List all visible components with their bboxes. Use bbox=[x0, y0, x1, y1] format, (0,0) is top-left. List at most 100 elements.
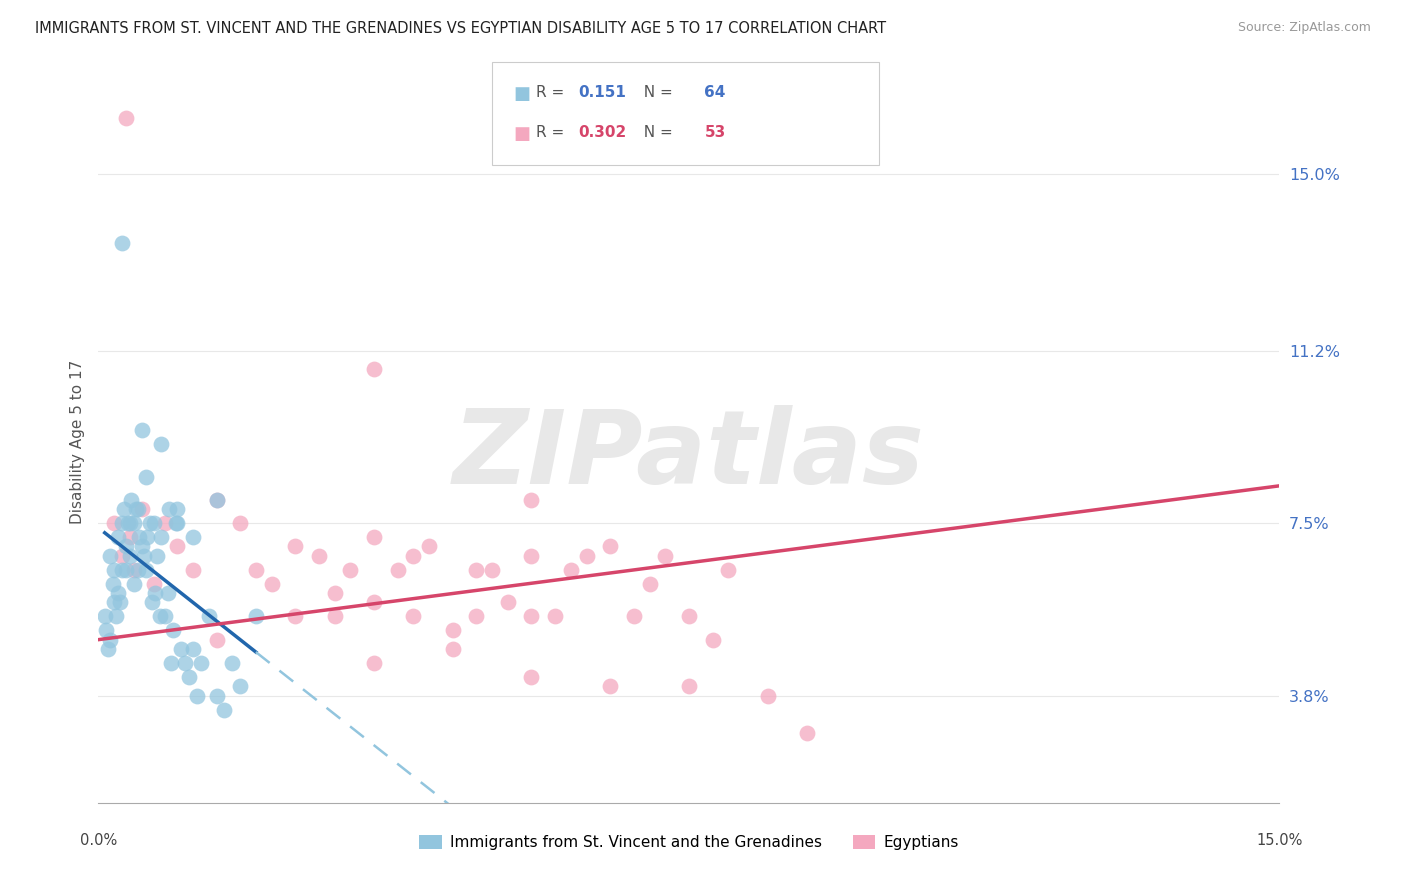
Text: ZIPatlas: ZIPatlas bbox=[453, 406, 925, 507]
Point bbox=[166, 540, 188, 554]
Point bbox=[121, 492, 143, 507]
Point bbox=[520, 670, 543, 684]
Point bbox=[496, 595, 519, 609]
Point bbox=[221, 656, 243, 670]
Text: N =: N = bbox=[634, 125, 678, 140]
Point bbox=[544, 609, 567, 624]
Point bbox=[284, 540, 307, 554]
Point bbox=[155, 609, 177, 624]
Point bbox=[142, 576, 165, 591]
Point bbox=[520, 492, 543, 507]
Text: IMMIGRANTS FROM ST. VINCENT AND THE GRENADINES VS EGYPTIAN DISABILITY AGE 5 TO 1: IMMIGRANTS FROM ST. VINCENT AND THE GREN… bbox=[35, 21, 886, 36]
Point bbox=[157, 502, 180, 516]
Point bbox=[418, 540, 440, 554]
Point bbox=[402, 609, 425, 624]
Point bbox=[150, 530, 173, 544]
Point bbox=[98, 549, 121, 563]
Point bbox=[111, 549, 134, 563]
Point bbox=[125, 502, 148, 516]
Point bbox=[118, 530, 141, 544]
Point bbox=[717, 563, 740, 577]
Legend: Immigrants from St. Vincent and the Grenadines, Egyptians: Immigrants from St. Vincent and the Gren… bbox=[413, 830, 965, 856]
Point bbox=[214, 702, 236, 716]
Point bbox=[135, 563, 157, 577]
Point bbox=[103, 563, 125, 577]
Text: ■: ■ bbox=[513, 85, 530, 103]
Point bbox=[363, 362, 385, 376]
Point bbox=[229, 679, 252, 693]
Text: 0.302: 0.302 bbox=[578, 125, 626, 140]
Point bbox=[115, 111, 138, 125]
Point bbox=[110, 595, 132, 609]
Point bbox=[136, 530, 159, 544]
Point bbox=[118, 516, 141, 530]
Text: N =: N = bbox=[634, 85, 678, 100]
Point bbox=[115, 563, 138, 577]
Point bbox=[441, 642, 464, 657]
Point bbox=[181, 563, 204, 577]
Point bbox=[260, 576, 283, 591]
Text: 15.0%: 15.0% bbox=[1257, 833, 1302, 848]
Point bbox=[481, 563, 503, 577]
Point bbox=[575, 549, 598, 563]
Point bbox=[520, 609, 543, 624]
Text: R =: R = bbox=[536, 85, 569, 100]
Point bbox=[796, 726, 818, 740]
Point bbox=[165, 516, 187, 530]
Point bbox=[181, 642, 204, 657]
Point bbox=[101, 576, 124, 591]
Text: ■: ■ bbox=[513, 125, 530, 143]
Point bbox=[150, 437, 173, 451]
Point bbox=[186, 689, 208, 703]
Point bbox=[103, 595, 125, 609]
Point bbox=[181, 530, 204, 544]
Point bbox=[103, 516, 125, 530]
Point bbox=[520, 549, 543, 563]
Point bbox=[117, 516, 139, 530]
Point bbox=[115, 540, 138, 554]
Point bbox=[127, 563, 149, 577]
Point bbox=[465, 609, 488, 624]
Point bbox=[190, 656, 212, 670]
Text: 0.0%: 0.0% bbox=[80, 833, 117, 848]
Point bbox=[98, 632, 121, 647]
Point bbox=[155, 516, 177, 530]
Point bbox=[678, 679, 700, 693]
Point bbox=[132, 549, 155, 563]
Text: R =: R = bbox=[536, 125, 569, 140]
Point bbox=[160, 656, 183, 670]
Point bbox=[118, 549, 141, 563]
Point bbox=[143, 586, 166, 600]
Point bbox=[756, 689, 779, 703]
Point bbox=[142, 516, 165, 530]
Text: 64: 64 bbox=[704, 85, 725, 100]
Point bbox=[465, 563, 488, 577]
Point bbox=[138, 516, 160, 530]
Point bbox=[111, 563, 134, 577]
Point bbox=[284, 609, 307, 624]
Text: 53: 53 bbox=[704, 125, 725, 140]
Point bbox=[131, 540, 153, 554]
Point bbox=[174, 656, 197, 670]
Point bbox=[107, 586, 129, 600]
Point bbox=[197, 609, 219, 624]
Point bbox=[363, 656, 385, 670]
Point bbox=[245, 609, 267, 624]
Point bbox=[97, 642, 120, 657]
Point bbox=[104, 609, 127, 624]
Point bbox=[308, 549, 330, 563]
Point bbox=[339, 563, 361, 577]
Point bbox=[127, 502, 149, 516]
Point bbox=[170, 642, 193, 657]
Point bbox=[599, 540, 621, 554]
Point bbox=[323, 609, 346, 624]
Point bbox=[702, 632, 724, 647]
Point bbox=[166, 516, 188, 530]
Point bbox=[131, 502, 153, 516]
Point bbox=[229, 516, 252, 530]
Point bbox=[205, 632, 228, 647]
Point bbox=[107, 530, 129, 544]
Point bbox=[128, 530, 150, 544]
Point bbox=[441, 624, 464, 638]
Point bbox=[205, 492, 228, 507]
